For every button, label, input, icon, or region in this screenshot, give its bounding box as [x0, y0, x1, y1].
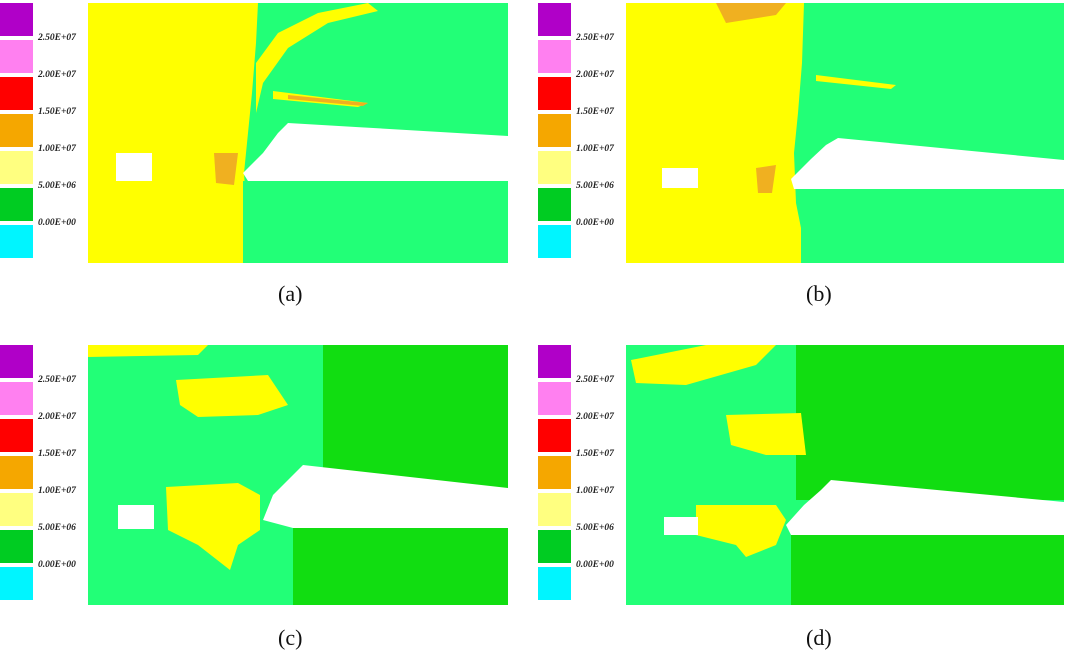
legend-swatch [538, 3, 571, 36]
legend-label: 0.00E+00 [576, 218, 614, 228]
legend-swatch [538, 419, 571, 452]
caption: (a) [278, 281, 303, 306]
legend-swatch [538, 382, 571, 415]
legend-swatch [0, 530, 33, 563]
legend-swatch [0, 151, 33, 184]
legend-swatch [538, 530, 571, 563]
legend-swatch [0, 345, 33, 378]
legend-label: 1.50E+07 [38, 107, 76, 117]
orange-patch [756, 165, 776, 193]
legend-label: 5.00E+06 [38, 181, 76, 191]
legend-label: 1.00E+07 [576, 486, 614, 496]
legend-label: 2.00E+07 [38, 412, 76, 422]
legend-label: 2.50E+07 [576, 33, 614, 43]
caption: (b) [806, 281, 832, 306]
legend-swatch [0, 3, 33, 36]
tunnel-white [263, 465, 508, 528]
panel-a: 2.50E+07 2.00E+07 1.50E+07 1.00E+07 5.00… [0, 3, 520, 306]
legend-label: 5.00E+06 [38, 523, 76, 533]
legend-swatch [0, 493, 33, 526]
legend-label: 0.00E+00 [576, 560, 614, 570]
green-strip [791, 535, 1064, 605]
yellow-zone [626, 3, 806, 263]
legend-label: 2.00E+07 [576, 70, 614, 80]
legend-label: 1.00E+07 [38, 486, 76, 496]
legend-swatch [0, 419, 33, 452]
legend-swatch [538, 114, 571, 147]
green-strip [801, 189, 1064, 263]
orange-patch [214, 153, 238, 185]
legend-swatch [0, 188, 33, 221]
stress-contour-map [626, 345, 1064, 605]
legend-label: 1.00E+07 [38, 144, 76, 154]
green-zone [796, 345, 1064, 500]
cavity-white [118, 505, 154, 529]
green-strip [243, 181, 508, 263]
legend-swatch [538, 345, 571, 378]
legend-label: 1.50E+07 [38, 449, 76, 459]
yellow-zone [88, 3, 258, 263]
yellow-zone [696, 505, 786, 557]
panel-b: 2.50E+07 2.00E+07 1.50E+07 1.00E+07 5.00… [538, 3, 1065, 306]
legend-label: 2.50E+07 [38, 375, 76, 385]
legend-swatch [0, 225, 33, 258]
caption: (d) [806, 625, 832, 650]
panel-d: 2.50E+07 2.00E+07 1.50E+07 1.00E+07 5.00… [538, 345, 1065, 653]
cavity-white [116, 153, 152, 181]
yellow-arch [256, 3, 378, 113]
legend-label: 1.50E+07 [576, 107, 614, 117]
panel-c: 2.50E+07 2.00E+07 1.50E+07 1.00E+07 5.00… [0, 345, 520, 653]
legend-label: 1.00E+07 [576, 144, 614, 154]
legend-swatch [538, 40, 571, 73]
legend-label: 1.50E+07 [576, 449, 614, 459]
legend-swatch [538, 151, 571, 184]
caption: (c) [278, 625, 303, 650]
legend-swatch [0, 77, 33, 110]
orange-top [716, 3, 786, 23]
legend-label: 2.00E+07 [576, 412, 614, 422]
legend-swatch [538, 567, 571, 600]
yellow-zone [166, 483, 260, 570]
tunnel-white [791, 138, 1064, 189]
yellow-streak [176, 375, 288, 417]
green-zone [323, 345, 508, 495]
legend-label: 2.50E+07 [38, 33, 76, 43]
legend-swatch [538, 456, 571, 489]
cavity-white [662, 168, 698, 188]
stress-contour-map [626, 3, 1064, 263]
cavity-white [664, 517, 698, 535]
legend-swatch [538, 77, 571, 110]
legend-swatch [538, 225, 571, 258]
legend-swatch [538, 188, 571, 221]
orange-streak [288, 95, 368, 106]
green-strip [293, 528, 508, 605]
legend-label: 2.00E+07 [38, 70, 76, 80]
yellow-band [816, 75, 896, 89]
tunnel-white [243, 123, 508, 181]
legend-label: 2.50E+07 [576, 375, 614, 385]
legend-label: 5.00E+06 [576, 523, 614, 533]
legend-label: 5.00E+06 [576, 181, 614, 191]
yellow-top [631, 345, 776, 385]
legend-swatch [0, 456, 33, 489]
legend-label: 0.00E+00 [38, 560, 76, 570]
legend-swatch [0, 40, 33, 73]
yellow-streak [726, 413, 806, 455]
stress-contour-map [88, 345, 508, 605]
legend-label: 0.00E+00 [38, 218, 76, 228]
legend-swatch [0, 567, 33, 600]
legend-swatch [0, 114, 33, 147]
legend-swatch [0, 382, 33, 415]
tunnel-white [786, 480, 1064, 535]
stress-contour-map [88, 3, 508, 263]
legend-swatch [538, 493, 571, 526]
yellow-top [88, 345, 208, 357]
